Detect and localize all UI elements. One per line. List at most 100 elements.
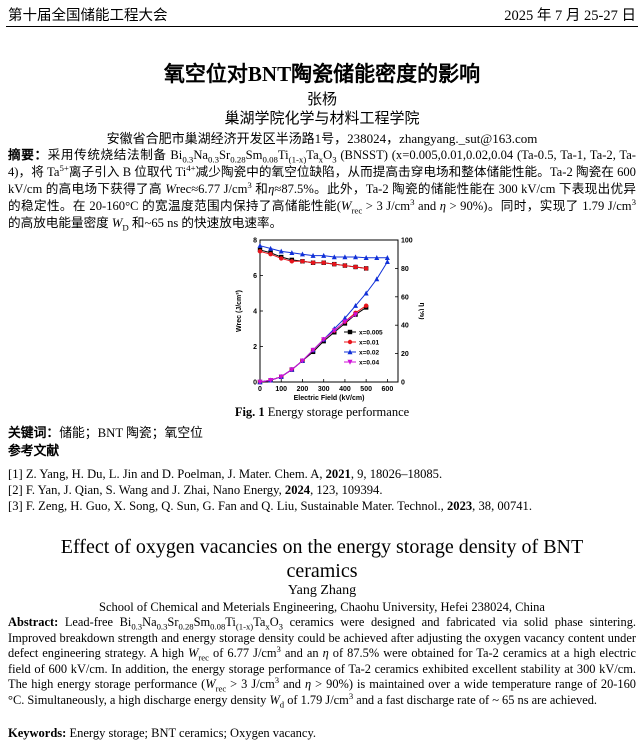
wrec-point-x-0-04 [310, 347, 316, 353]
keywords-en-label: Keywords: [8, 726, 67, 740]
x-tick-label: 100 [275, 386, 287, 393]
eta-point-x-0-01 [300, 259, 305, 264]
eta-point-x-0-01 [342, 263, 348, 268]
y-right-tick-label: 20 [401, 351, 409, 358]
legend-label: x=0.005 [359, 330, 383, 337]
eta-point-x-0-02 [310, 252, 316, 258]
reference-item: [2] F. Yan, J. Qian, S. Wang and J. Zhai… [8, 483, 383, 497]
eta-point-x-0-02 [268, 245, 274, 251]
eta-point-x-0-02 [331, 254, 337, 260]
conference-dates: 2025 年 7 月 25-27 日 [504, 8, 636, 24]
y-left-tick-label: 6 [253, 273, 257, 280]
x-tick-label: 500 [360, 386, 372, 393]
keywords-en-text: Energy storage; BNT ceramics; Oxygen vac… [66, 726, 317, 740]
y-left-axis-label: Wrec (J/cm³) [236, 290, 243, 332]
eta-point-x-0-01 [279, 256, 284, 261]
y-right-axis-label: η (%) [418, 302, 424, 319]
y-left-tick-label: 4 [253, 309, 257, 316]
eta-point-x-0-01 [310, 260, 316, 265]
eta-point-x-0-02 [342, 254, 348, 260]
x-tick-label: 600 [382, 386, 394, 393]
eta-point-x-0-01 [257, 249, 263, 254]
reference-item: [1] Z. Yang, H. Du, L. Jin and D. Poelma… [8, 467, 443, 481]
y-right-tick-label: 40 [401, 323, 409, 330]
legend-label: x=0.04 [359, 360, 379, 367]
eta-point-x-0-01 [332, 261, 337, 267]
wrec-point-x-0-04 [321, 337, 327, 343]
references-heading: 参考文献 [8, 444, 60, 458]
wrec-point-x-0-02 [384, 259, 390, 265]
x-tick-label: 200 [297, 386, 309, 393]
keywords-cn-text: 储能；BNT 陶瓷；氧空位 [59, 426, 203, 440]
wrec-point-x-0-04 [342, 319, 348, 325]
y-right-tick-label: 60 [401, 294, 409, 301]
x-tick-label: 0 [258, 386, 262, 393]
figure-caption-text: Energy storage performance [264, 405, 410, 419]
title-cn: 氧空位对BNT陶瓷储能密度的影响 [163, 62, 481, 86]
eta-point-x-0-02 [363, 255, 369, 260]
eta-point-x-0-01 [363, 266, 369, 271]
abstract-en-label: Abstract: [8, 615, 59, 629]
eta-point-x-0-02 [384, 255, 390, 260]
abstract-cn: 摘要：采用传统烧结法制备 Bi0.3Na0.3Sr0.28Sm0.08Ti(1-… [8, 148, 636, 233]
wrec-point-x-0-04 [289, 367, 295, 373]
keywords-en: Keywords: Energy storage; BNT ceramics; … [8, 726, 316, 741]
legend-marker [347, 329, 353, 335]
affiliation-cn: 巢湖学院化学与材料工程学院 [224, 111, 420, 127]
eta-point-x-0-02 [321, 252, 327, 258]
author-en: Yang Zhang [287, 583, 357, 598]
eta-point-x-0-02 [278, 248, 284, 254]
wrec-point-x-0-04 [268, 378, 274, 383]
eta-point-x-0-01 [268, 252, 273, 257]
eta-line-x-0-005 [259, 249, 367, 269]
abstract-cn-label: 摘要： [8, 148, 48, 162]
eta-point-x-0-02 [374, 255, 380, 260]
keywords-cn-label: 关键词： [8, 426, 60, 440]
header-rule [6, 26, 638, 27]
wrec-point-x-0-04 [257, 379, 263, 385]
title-en: Effect of oxygen vacancies on the energy… [60, 536, 584, 582]
wrec-point-x-0-01 [363, 303, 369, 308]
y-right-tick-label: 0 [401, 380, 405, 387]
legend-label: x=0.02 [359, 350, 379, 357]
affiliation-en: School of Chemical and Meterials Enginee… [99, 600, 545, 614]
wrec-point-x-0-02 [353, 302, 359, 308]
reference-item: [3] F. Zeng, H. Guo, X. Song, Q. Sun, G.… [8, 499, 532, 513]
y-right-tick-label: 80 [401, 266, 409, 273]
wrec-point-x-0-04 [278, 374, 284, 380]
y-left-tick-label: 2 [253, 344, 257, 351]
wrec-point-x-0-04 [331, 328, 337, 334]
eta-point-x-0-02 [299, 251, 305, 257]
eta-point-x-0-01 [289, 259, 295, 264]
eta-point-x-0-01 [353, 264, 358, 270]
x-axis-label: Electric Field (kV/cm) [294, 395, 365, 402]
y-left-tick-label: 8 [253, 238, 257, 245]
energy-storage-chart: 0 100 200 300 400 500 60002468020406080100Elec… [236, 238, 424, 403]
eta-point-x-0-02 [353, 254, 359, 260]
wrec-line-x-0-04 [259, 314, 356, 383]
x-tick-label: 300 [318, 386, 330, 393]
wrec-point-x-0-02 [374, 276, 380, 282]
figure-caption: Fig. 1 Energy storage performance [0, 405, 644, 420]
eta-point-x-0-01 [321, 260, 326, 265]
keywords-cn: 关键词：储能；BNT 陶瓷；氧空位 [8, 422, 203, 441]
eta-point-x-0-02 [257, 242, 263, 248]
wrec-point-x-0-04 [299, 358, 305, 364]
figure-caption-label: Fig. 1 [234, 405, 265, 419]
legend-marker [347, 349, 353, 355]
author-cn: 张杨 [306, 92, 337, 108]
wrec-point-x-0-02 [342, 315, 348, 321]
address-cn: 安徽省合肥市巢湖经济开发区半汤路1号，238024，zhangyang._sut… [106, 131, 538, 146]
abstract-en: Abstract: Lead-free Bi0.3Na0.3Sr0.28Sm0.… [8, 615, 636, 710]
wrec-point-x-0-04 [353, 312, 359, 318]
page-header: 第十届全国储能工程大会 2025 年 7 月 25-27 日 [8, 4, 636, 24]
wrec-point-x-0-02 [363, 290, 369, 296]
x-tick-label: 400 [339, 386, 351, 393]
y-right-tick-label: 100 [401, 238, 413, 245]
conference-name: 第十届全国储能工程大会 [8, 8, 168, 24]
eta-point-x-0-02 [289, 250, 295, 255]
y-left-tick-label: 0 [253, 380, 257, 387]
legend-marker [347, 339, 353, 345]
legend-marker [347, 359, 353, 365]
legend-label: x=0.01 [359, 340, 379, 347]
